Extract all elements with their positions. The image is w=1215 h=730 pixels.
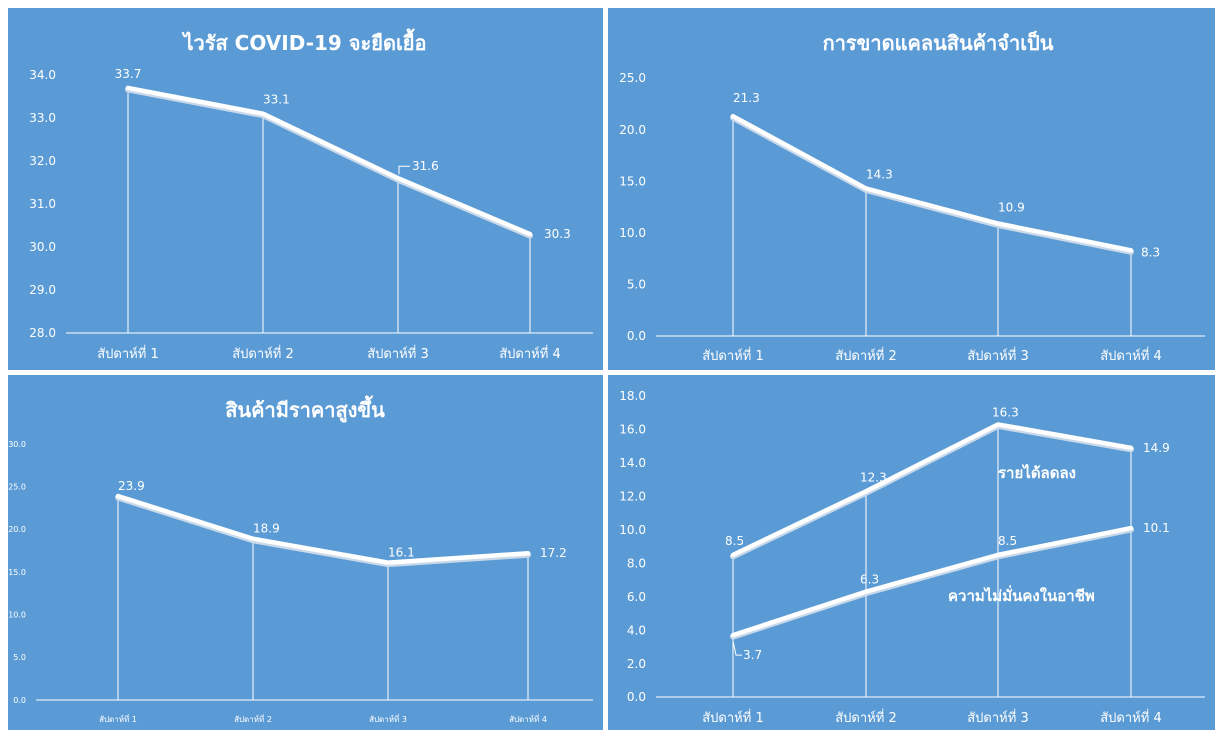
series-line	[730, 113, 1134, 253]
y-tick-label: 12.0	[619, 490, 646, 504]
x-category-label: สัปดาห์ที่ 4	[499, 345, 560, 362]
series-line	[115, 493, 531, 565]
chart-panel-income-job-security: 0.0 2.0 4.0 6.0 8.0 10.0 12.0 14.0 16.0 18.0 สัปดา…	[608, 375, 1215, 730]
y-tick-label: 6.0	[627, 590, 646, 604]
series-line-shadow	[730, 114, 1134, 255]
series-line-shadow	[730, 422, 1134, 560]
y-tick-label: 25.0	[8, 482, 26, 491]
x-category-label: สัปดาห์ที่ 1	[702, 709, 763, 726]
x-category-label: สัปดาห์ที่ 1	[99, 713, 137, 724]
y-tick-label: 34.0	[29, 68, 56, 82]
data-label: 10.9	[998, 201, 1025, 215]
series-line	[730, 525, 1134, 638]
label-leader-line	[398, 165, 410, 175]
y-tick-label: 25.0	[619, 71, 646, 85]
data-label: 33.7	[115, 67, 142, 81]
data-label: 16.3	[992, 405, 1019, 419]
y-tick-label: 29.0	[29, 283, 56, 297]
data-label: 8.5	[725, 534, 744, 548]
data-label: 14.3	[866, 167, 893, 181]
x-category-label: สัปดาห์ที่ 4	[509, 713, 547, 724]
x-category-label: สัปดาห์ที่ 2	[234, 713, 272, 724]
y-tick-label: 15.0	[8, 568, 26, 577]
chart-2-svg: สินค้ามีราคาสูงขึ้น 0.0 5.0 10.0 15.0 20.0 25.…	[8, 395, 593, 724]
y-tick-label: 16.0	[619, 423, 646, 437]
data-label: 10.1	[1143, 521, 1170, 535]
data-label: 14.9	[1143, 441, 1170, 455]
data-label: 8.3	[1141, 245, 1160, 259]
data-label: 31.6	[412, 159, 439, 173]
series-name-label: รายได้ลดลง	[998, 463, 1076, 482]
y-tick-label: 2.0	[627, 657, 646, 671]
x-category-label: สัปดาห์ที่ 2	[835, 709, 896, 726]
series-line	[730, 422, 1134, 558]
chart-panel-price-increase: สินค้ามีราคาสูงขึ้น 0.0 5.0 10.0 15.0 20.0 25.…	[8, 375, 603, 730]
x-category-label: สัปดาห์ที่ 1	[702, 347, 763, 364]
series-name-label: ความไม่มั่นคงในอาชีพ	[948, 585, 1095, 605]
y-tick-label: 30.0	[8, 440, 26, 449]
chart-1-svg: การขาดแคลนสินค้าจำเป็น 0.0 5.0 10.0 15.0 20.0…	[619, 30, 1205, 364]
y-tick-label: 32.0	[29, 154, 56, 168]
y-tick-label: 0.0	[627, 329, 646, 343]
data-label: 3.7	[743, 648, 762, 662]
x-category-label: สัปดาห์ที่ 2	[232, 345, 293, 362]
data-label: 30.3	[544, 227, 571, 241]
y-tick-label: 31.0	[29, 197, 56, 211]
y-tick-label: 20.0	[619, 123, 646, 137]
data-label: 12.3	[860, 470, 887, 484]
y-tick-label: 28.0	[29, 326, 56, 340]
data-label: 17.2	[540, 546, 567, 560]
x-category-label: สัปดาห์ที่ 1	[97, 345, 158, 362]
data-label: 16.1	[388, 546, 415, 560]
chart-panel-goods-shortage: การขาดแคลนสินค้าจำเป็น 0.0 5.0 10.0 15.0 20.0…	[608, 8, 1215, 370]
y-tick-label: 5.0	[627, 278, 646, 292]
data-label: 18.9	[253, 522, 280, 536]
x-category-label: สัปดาห์ที่ 4	[1100, 347, 1161, 364]
chart-3-svg: 0.0 2.0 4.0 6.0 8.0 10.0 12.0 14.0 16.0 18.0 สัปดา…	[619, 389, 1205, 726]
chart-panel-covid-prolonged: ไวรัส COVID-19 จะยืดเยื้อ 28.0 29.0 30.0 31.…	[8, 8, 603, 370]
y-tick-label: 0.0	[627, 690, 646, 704]
x-category-label: สัปดาห์ที่ 3	[967, 347, 1028, 364]
chart-title: สินค้ามีราคาสูงขึ้น	[225, 395, 385, 424]
y-tick-label: 4.0	[627, 623, 646, 637]
x-category-label: สัปดาห์ที่ 3	[369, 713, 407, 724]
y-tick-label: 18.0	[619, 389, 646, 403]
x-category-label: สัปดาห์ที่ 4	[1100, 709, 1161, 726]
x-category-label: สัปดาห์ที่ 3	[967, 709, 1028, 726]
chart-title: การขาดแคลนสินค้าจำเป็น	[823, 30, 1054, 55]
y-tick-label: 30.0	[29, 240, 56, 254]
series-line	[125, 85, 533, 237]
data-label: 23.9	[118, 479, 145, 493]
data-label: 33.1	[263, 93, 290, 107]
y-tick-label: 10.0	[619, 523, 646, 537]
chart-0-svg: ไวรัส COVID-19 จะยืดเยื้อ 28.0 29.0 30.0 31.…	[29, 28, 593, 362]
series-line-shadow	[730, 526, 1134, 640]
y-tick-label: 15.0	[619, 174, 646, 188]
y-tick-label: 8.0	[627, 556, 646, 570]
series-line-shadow	[125, 86, 533, 239]
y-tick-label: 0.0	[13, 696, 26, 705]
y-tick-label: 10.0	[619, 226, 646, 240]
x-category-label: สัปดาห์ที่ 2	[835, 347, 896, 364]
y-tick-label: 20.0	[8, 525, 26, 534]
chart-title: ไวรัส COVID-19 จะยืดเยื้อ	[181, 28, 426, 55]
x-category-label: สัปดาห์ที่ 3	[367, 345, 428, 362]
series-line-shadow	[115, 494, 531, 568]
y-tick-label: 14.0	[619, 456, 646, 470]
data-label: 8.5	[998, 534, 1017, 548]
data-label: 6.3	[860, 573, 879, 587]
data-label: 21.3	[733, 91, 760, 105]
y-tick-label: 33.0	[29, 111, 56, 125]
label-leader-line	[732, 641, 742, 656]
y-tick-label: 10.0	[8, 610, 26, 619]
y-tick-label: 5.0	[13, 653, 26, 662]
